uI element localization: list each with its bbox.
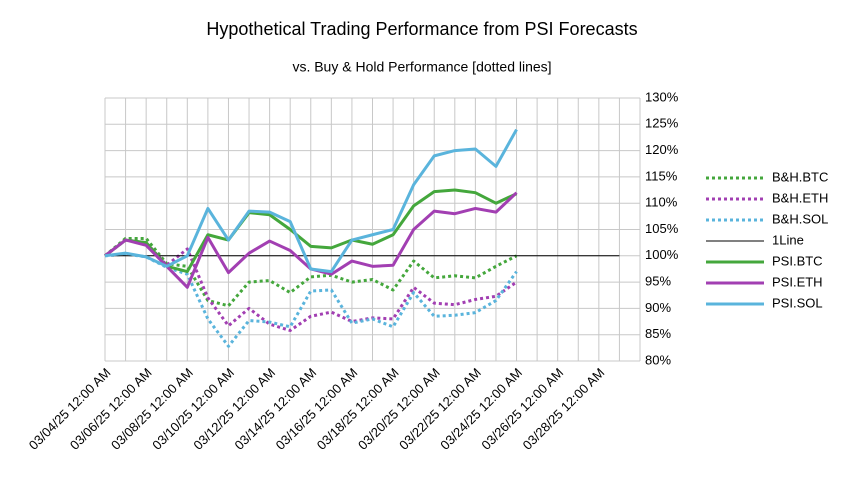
series-line [104,188,518,274]
y-tick-label: 115% [645,168,678,183]
y-tick-label: 130% [645,89,679,104]
series-line [104,238,518,332]
y-tick-label: 85% [645,326,671,341]
legend-label: PSI.ETH [772,274,823,289]
series-line [104,128,518,274]
y-tick-label: 105% [645,221,679,236]
y-tick-label: 120% [645,142,679,157]
legend-label: B&H.ETH [772,190,828,205]
legend-label: B&H.BTC [772,169,828,184]
legend-label: 1Line [772,232,804,247]
y-tick-label: 100% [645,247,679,262]
y-tick-label: 125% [645,116,679,131]
y-tick-label: 110% [645,195,678,210]
legend-label: PSI.BTC [772,253,823,268]
legend-label: B&H.SOL [772,211,828,226]
y-tick-label: 80% [645,352,671,367]
y-tick-label: 95% [645,274,671,289]
y-tick-label: 90% [645,300,671,315]
series-line [104,236,518,308]
chart-title: Hypothetical Trading Performance from PS… [206,19,637,39]
legend-label: PSI.SOL [772,295,823,310]
chart-subtitle: vs. Buy & Hold Performance [dotted lines… [292,59,551,75]
